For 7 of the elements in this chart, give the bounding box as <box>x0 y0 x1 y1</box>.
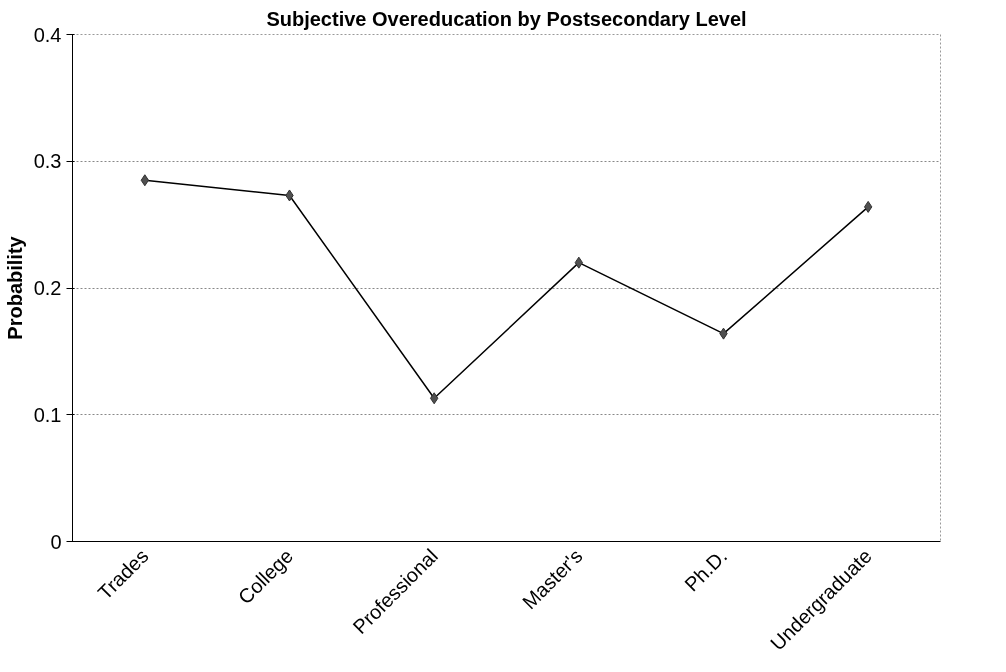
y-tick-label: 0.1 <box>33 403 62 426</box>
y-axis-title: Probability <box>3 235 26 340</box>
y-tick-label: 0.2 <box>33 277 62 299</box>
y-tick-label: 0.3 <box>33 150 62 173</box>
chart-title: Subjective Overeducation by Postsecondary Level <box>266 7 747 30</box>
y-tick-label: 0 <box>50 530 62 553</box>
y-tick-label: 0.4 <box>33 23 62 46</box>
